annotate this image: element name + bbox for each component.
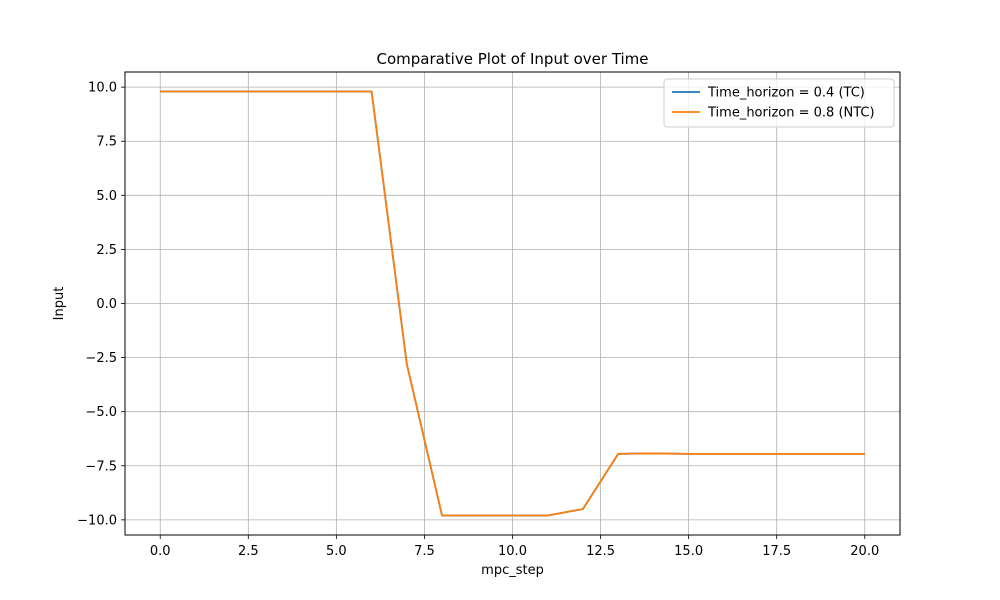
x-tick-label: 7.5 (414, 544, 435, 559)
y-tick-label: 5.0 (96, 189, 117, 204)
x-tick-label: 5.0 (326, 544, 347, 559)
y-tick-label: 2.5 (96, 243, 117, 258)
y-axis-label: Input (52, 287, 67, 321)
x-axis-label: mpc_step (481, 563, 544, 578)
chart-title: Comparative Plot of Input over Time (376, 50, 648, 68)
legend: Time_horizon = 0.4 (TC) Time_horizon = 0.… (663, 78, 895, 128)
y-tick-label: −2.5 (85, 351, 117, 366)
y-tick-label: 0.0 (96, 297, 117, 312)
legend-box (663, 78, 895, 128)
y-tick-label: 7.5 (96, 135, 117, 150)
x-tick-label: 0.0 (150, 544, 171, 559)
series-line-1 (160, 90, 865, 517)
x-tick-label: 15.0 (674, 544, 703, 559)
series-lines (160, 90, 865, 517)
grid-lines (125, 72, 900, 535)
x-tick-label: 12.5 (586, 544, 615, 559)
x-tick-label: 10.0 (498, 544, 527, 559)
y-tick-label: −5.0 (85, 405, 117, 420)
y-tick-label: 10.0 (88, 81, 117, 96)
legend-label-0: Time_horizon = 0.4 (TC) (707, 86, 865, 101)
y-tick-label: −10.0 (77, 513, 117, 528)
legend-entries: Time_horizon = 0.4 (TC) Time_horizon = 0.… (672, 86, 875, 121)
y-tick-label: −7.5 (85, 459, 117, 474)
x-tick-label: 20.0 (850, 544, 879, 559)
axis-ticks: 0.0 2.5 5.0 7.5 10.0 12.5 15.0 17.5 20.0 10.0 7.5 5… (77, 81, 879, 559)
legend-label-1: Time_horizon = 0.8 (NTC) (707, 106, 875, 121)
x-tick-label: 17.5 (762, 544, 791, 559)
x-tick-label: 2.5 (238, 544, 259, 559)
